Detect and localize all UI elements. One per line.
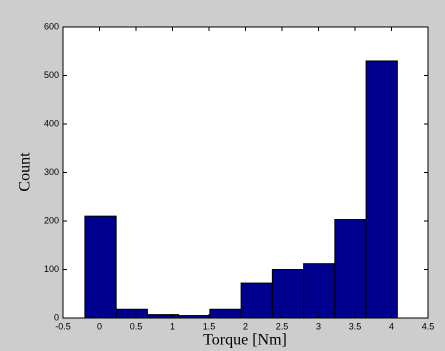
x-tick-label: 1 (170, 321, 175, 331)
x-tick-label: 3.5 (349, 321, 362, 331)
x-tick-label: 4 (389, 321, 394, 331)
y-tick-label: 200 (44, 215, 59, 225)
bar (271, 269, 305, 319)
bar (146, 314, 180, 319)
y-tick-label: 400 (44, 118, 59, 128)
y-tick-label: 100 (44, 264, 59, 274)
x-tick-label: -0.5 (55, 321, 71, 331)
bar (365, 60, 398, 319)
x-tick-label: 2.5 (276, 321, 289, 331)
axes-box (62, 26, 429, 319)
y-tick-label: 0 (54, 312, 59, 322)
y-tick-label: 600 (44, 21, 59, 31)
bar (303, 263, 336, 319)
y-axis-label: Count (17, 152, 34, 192)
x-tick-label: 1.5 (203, 321, 216, 331)
y-tick-label: 300 (44, 167, 59, 177)
x-tick-label: 0 (97, 321, 102, 331)
bar (334, 219, 367, 319)
x-tick-label: 3 (316, 321, 321, 331)
x-tick-label: 2 (243, 321, 248, 331)
y-tick-label: 500 (44, 70, 59, 80)
bar (240, 282, 273, 319)
bar (115, 308, 148, 319)
bar (84, 215, 117, 319)
x-axis-label: Torque [Nm] (203, 332, 287, 349)
x-tick-label: 4.5 (422, 321, 435, 331)
x-tick-label: 0.5 (130, 321, 143, 331)
bar (209, 308, 242, 319)
